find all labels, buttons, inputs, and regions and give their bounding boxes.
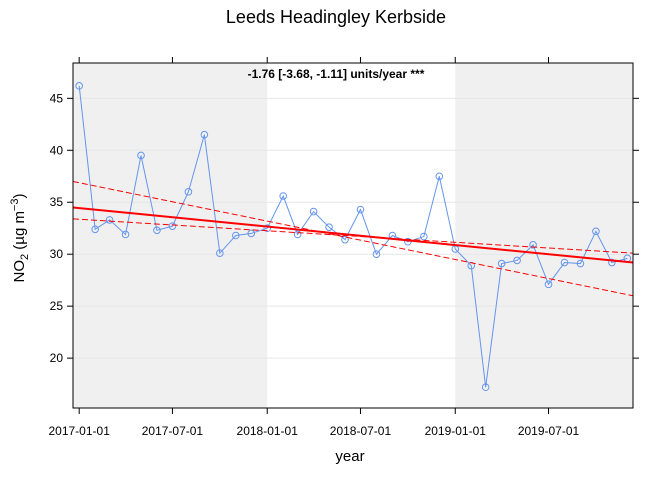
trend-line	[72, 206, 634, 264]
data-point	[404, 237, 412, 246]
plot-area	[73, 63, 633, 408]
x-tick-label: 2018-01-01	[237, 424, 299, 438]
data-point	[544, 280, 553, 289]
data-point	[168, 222, 177, 230]
y-label-part: )	[11, 194, 28, 199]
trend-ci-line	[72, 218, 634, 254]
x-tick-label: 2017-01-01	[48, 424, 110, 438]
y-tick-label: 20	[50, 351, 64, 365]
y-axis-label: NO2 (µg m−3)	[9, 194, 31, 283]
data-point	[608, 258, 616, 267]
y-label-part: NO	[11, 260, 28, 283]
x-tick-label: 2018-07-01	[330, 424, 392, 438]
y-label-sup: −3	[9, 199, 21, 212]
shaded-period	[455, 63, 633, 408]
y-tick-label: 30	[50, 247, 64, 261]
data-point	[279, 192, 287, 200]
data-point	[121, 230, 130, 239]
plot-border	[72, 62, 634, 409]
y-tick-label: 45	[50, 91, 64, 105]
data-point	[356, 205, 365, 214]
x-tick-label: 2019-07-01	[518, 424, 580, 438]
data-point	[497, 259, 506, 268]
data-point	[309, 207, 318, 216]
data-point	[231, 231, 240, 240]
data-point	[560, 258, 569, 267]
shaded-period	[73, 63, 268, 408]
chart-title: Leeds Headingley Kerbside	[226, 7, 446, 27]
x-tick-label: 2019-01-01	[425, 424, 487, 438]
data-point	[529, 241, 537, 249]
data-point	[420, 232, 428, 241]
data-point	[341, 235, 349, 244]
data-point	[372, 250, 381, 259]
data-point	[216, 249, 224, 257]
data-point	[247, 229, 256, 238]
data-point	[200, 130, 209, 139]
data-line	[78, 85, 628, 388]
data-point	[481, 383, 490, 392]
y-label-sub: 2	[19, 254, 31, 260]
y-tick-label: 25	[50, 299, 64, 313]
data-point	[137, 151, 145, 160]
y-tick-label: 35	[50, 195, 64, 209]
data-point	[105, 216, 114, 224]
data-point	[153, 226, 161, 235]
x-tick-label: 2017-07-01	[142, 424, 204, 438]
data-point	[592, 227, 600, 236]
data-point	[263, 224, 272, 233]
data-point	[75, 82, 83, 90]
y-tick-label: 40	[50, 143, 64, 157]
data-point	[91, 225, 99, 234]
data-point	[293, 230, 302, 239]
data-point	[576, 259, 585, 268]
annotation: -1.76 [-3.68, -1.11] units/year ***	[248, 67, 425, 81]
data-point	[435, 172, 444, 181]
y-label-part: (µg m	[11, 211, 28, 254]
data-point	[184, 188, 193, 196]
x-axis-label: year	[335, 448, 364, 465]
data-point	[513, 256, 521, 265]
trend-ci-line	[72, 180, 634, 297]
data-point	[325, 223, 333, 231]
